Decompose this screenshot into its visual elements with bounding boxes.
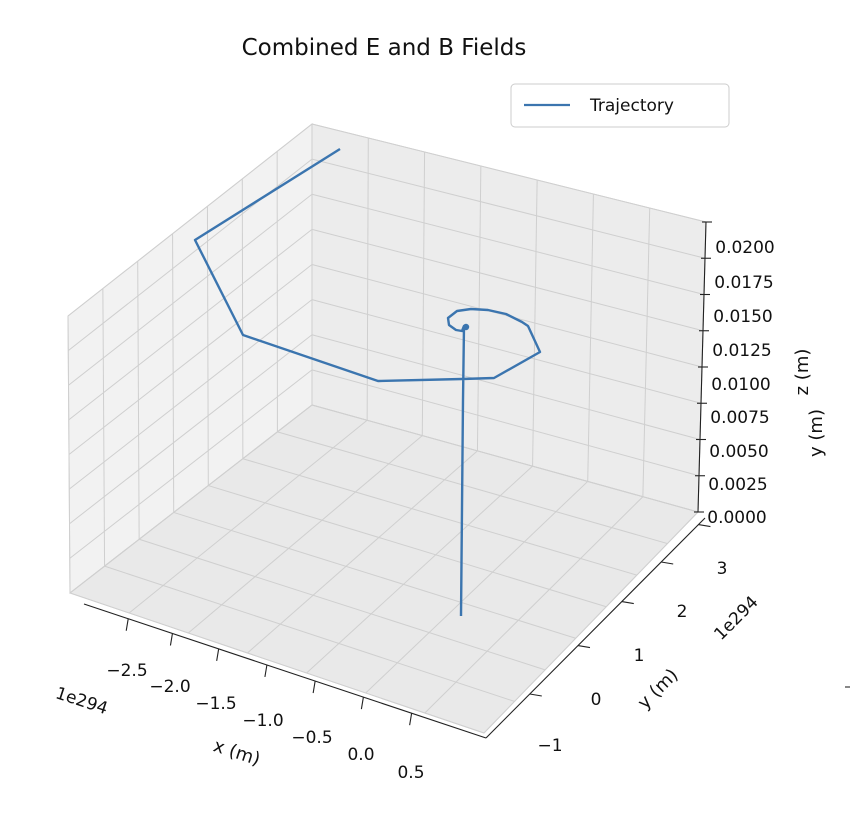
z-tick-label: 0.0150 bbox=[713, 307, 772, 327]
y-axis-line bbox=[485, 517, 706, 739]
grid-line-z-back bbox=[311, 228, 704, 332]
y-tick-mark bbox=[529, 693, 542, 697]
z-tick-labels: 0.0000 0.0025 0.0050 0.0075 0.0100 0.012… bbox=[707, 238, 774, 528]
y-tick-label: 1 bbox=[634, 646, 645, 666]
grid-line-floor-a bbox=[306, 465, 533, 674]
axes-panes bbox=[67, 122, 707, 734]
x-tick-mark bbox=[264, 664, 268, 678]
y-axis-label-overlap: y (m) bbox=[806, 409, 827, 457]
legend: Trajectory bbox=[510, 83, 730, 128]
y-tick-labels: −1 0 1 2 3 bbox=[537, 559, 727, 756]
grid-line-floor-a bbox=[424, 496, 644, 714]
grid-line-x-wall bbox=[172, 233, 175, 513]
grid-line-z-left bbox=[69, 334, 313, 525]
x-tick-label: 0.5 bbox=[397, 763, 424, 783]
grid-line-floor-b bbox=[69, 592, 485, 734]
grid-line-floor-a bbox=[128, 419, 368, 614]
grid-line-y-wall bbox=[587, 193, 594, 482]
chart-title: Combined E and B Fields bbox=[242, 35, 527, 61]
grid-line-z-left bbox=[69, 369, 313, 559]
grid-line-z-left bbox=[67, 123, 313, 317]
y-tick-label: 0 bbox=[591, 690, 602, 710]
grid-line-x-wall bbox=[241, 178, 244, 459]
y-tick-mark bbox=[661, 561, 674, 565]
grid-line-y-wall bbox=[366, 137, 369, 421]
z-tick-label: 0.0200 bbox=[715, 238, 774, 258]
grid-line-floor-a bbox=[187, 435, 423, 634]
grid-line-floor-b bbox=[173, 511, 576, 639]
y-tick-label: 3 bbox=[717, 559, 728, 579]
y-tick-mark bbox=[698, 524, 711, 528]
x-axis-label: x (m) bbox=[211, 735, 263, 770]
y-tick-mark bbox=[577, 645, 591, 649]
x-tick-mark bbox=[169, 633, 173, 646]
grid-line-z-back bbox=[311, 158, 706, 259]
y-offset-text: 1e294 bbox=[710, 592, 762, 644]
x-tick-label: 0.0 bbox=[347, 745, 374, 765]
grid-line-floor-b bbox=[104, 565, 515, 702]
x-tick-label: −0.5 bbox=[291, 728, 332, 748]
grid-line-y-wall bbox=[532, 179, 538, 467]
grid-line-z-back bbox=[311, 299, 702, 404]
legend-label: Trajectory bbox=[589, 96, 674, 116]
grid-line-floor-b bbox=[311, 404, 699, 513]
y-tick-mark bbox=[621, 601, 634, 605]
grid-line-z-back bbox=[311, 123, 707, 223]
grid-line-floor-a bbox=[69, 404, 313, 594]
grid-lines bbox=[67, 123, 707, 734]
z-tick-label: 0.0100 bbox=[711, 375, 770, 395]
x-tick-label: −1.0 bbox=[242, 711, 283, 731]
z-tick-label: 0.0075 bbox=[710, 408, 769, 428]
grid-line-floor-b bbox=[277, 431, 668, 545]
grid-line-x-wall bbox=[67, 315, 71, 594]
x-tick-mark bbox=[216, 648, 220, 661]
grid-line-z-back bbox=[311, 334, 701, 440]
y-axis-label: y (m) bbox=[634, 665, 683, 714]
grid-line-x-wall bbox=[102, 288, 106, 567]
z-tick-label: 0.0175 bbox=[714, 273, 773, 293]
grid-line-z-left bbox=[68, 299, 313, 490]
tick-marks bbox=[125, 221, 712, 726]
z-tick-label: 0.0125 bbox=[712, 341, 771, 361]
x-tick-mark bbox=[312, 680, 316, 694]
x-tick-labels: −2.5 −2.0 −1.5 −1.0 −0.5 0.0 0.5 bbox=[106, 661, 424, 783]
grid-line-z-back bbox=[311, 193, 705, 295]
y-tick-label: −1 bbox=[537, 736, 562, 756]
grid-line-y-wall bbox=[421, 151, 426, 436]
y-tick-label: 2 bbox=[677, 602, 688, 622]
grid-line-x-wall bbox=[206, 206, 209, 486]
z-tick-label: 0.0025 bbox=[708, 475, 767, 495]
grid-line-z-back bbox=[311, 369, 700, 477]
grid-line-floor-b bbox=[208, 485, 607, 608]
x-tick-label: −2.5 bbox=[106, 661, 147, 681]
grid-line-y-wall bbox=[642, 207, 651, 497]
grid-line-floor-b bbox=[138, 538, 546, 671]
x-tick-mark bbox=[409, 713, 413, 726]
grid-line-x-wall bbox=[137, 261, 140, 540]
grid-line-z-left bbox=[68, 264, 313, 455]
z-tick-label: 0.0000 bbox=[707, 508, 766, 528]
grid-line-floor-a bbox=[483, 511, 699, 734]
z-axis-label: z (m) bbox=[792, 349, 813, 396]
grid-line-z-left bbox=[68, 193, 313, 386]
x-tick-label: −1.5 bbox=[195, 694, 236, 714]
series-group bbox=[193, 147, 542, 617]
legend-box bbox=[510, 83, 730, 128]
z-tick-label: 0.0050 bbox=[709, 442, 768, 462]
x-tick-mark bbox=[360, 697, 364, 710]
x-tick-label: −2.0 bbox=[149, 677, 190, 697]
grid-line-floor-a bbox=[247, 450, 478, 654]
grid-line-floor-a bbox=[365, 481, 589, 694]
trajectory-end-marker bbox=[462, 323, 470, 331]
grid-line-floor-b bbox=[242, 458, 637, 576]
grid-line-z-left bbox=[68, 228, 313, 421]
trajectory-line bbox=[193, 147, 542, 617]
x-axis-line bbox=[83, 603, 487, 739]
x-tick-mark bbox=[125, 618, 129, 631]
x-offset-text: 1e294 bbox=[53, 683, 110, 719]
